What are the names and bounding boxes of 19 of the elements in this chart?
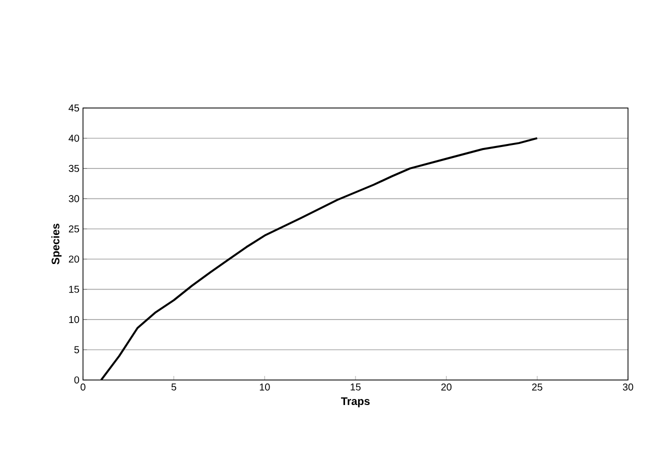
y-tick-label: 15 xyxy=(69,286,80,293)
x-tick-label: 25 xyxy=(532,384,542,391)
y-tick-label: 5 xyxy=(74,346,80,354)
x-tick-label: 20 xyxy=(441,384,452,391)
x-tick-label: 5 xyxy=(171,384,176,390)
x-tick-label: 0 xyxy=(80,384,86,391)
y-tick-label: 25 xyxy=(68,225,80,232)
y-tick-label: 35 xyxy=(68,164,80,172)
y-axis-title: Species xyxy=(51,224,62,264)
x-tick-label: 15 xyxy=(350,384,361,390)
y-tick-label: 20 xyxy=(68,256,80,263)
y-tick-label: 10 xyxy=(69,316,80,324)
x-tick-label: 10 xyxy=(260,384,270,391)
y-tick-label: 40 xyxy=(68,134,80,142)
y-tick-label: 30 xyxy=(68,195,80,202)
x-tick-label: 30 xyxy=(622,384,634,391)
y-tick-label: 0 xyxy=(74,376,80,384)
x-axis-title: Traps xyxy=(341,397,370,408)
y-tick-label: 45 xyxy=(68,104,80,112)
